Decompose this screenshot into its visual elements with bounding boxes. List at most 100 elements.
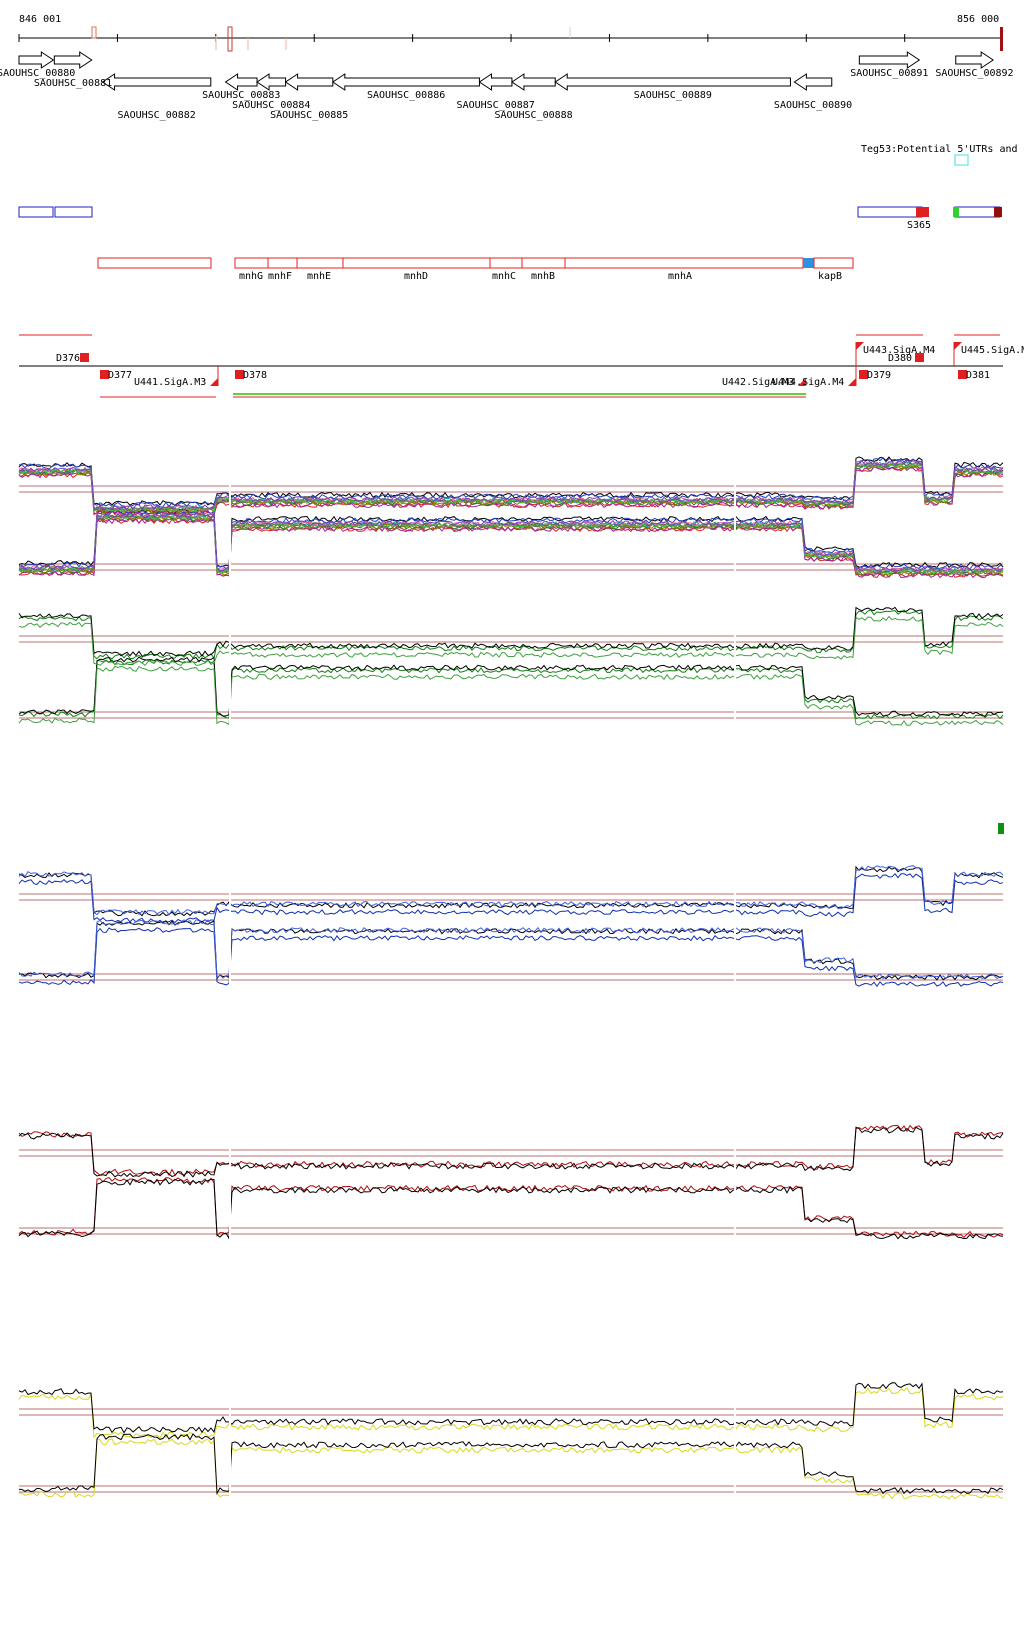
expression-profile (18, 462, 1004, 513)
operon-label: kapB (818, 271, 842, 282)
feature-label-u443: U443.SigA.M4 (863, 345, 935, 356)
gene-arrow[interactable] (224, 73, 258, 91)
gene-label: SAOUHSC_00891 (850, 68, 928, 79)
ruler-start-label: 846 001 (19, 14, 61, 25)
operon-box[interactable] (234, 257, 804, 269)
gene-label: SAOUHSC_00881 (34, 78, 112, 89)
gap-marker (229, 450, 231, 592)
gene-label: SAOUHSC_00887 (457, 100, 535, 111)
ruler-marker (1000, 27, 1003, 51)
expression-profile (18, 1382, 1004, 1434)
feature-label-s365: S365 (907, 220, 931, 231)
gene-arrow[interactable] (858, 51, 921, 69)
feature-label-u444: U444.SigA.M4 (772, 377, 844, 388)
gap-marker (734, 1114, 736, 1256)
gap-marker (229, 858, 231, 1002)
expression-profile (18, 1177, 1004, 1238)
gene-label: SAOUHSC_00886 (367, 90, 445, 101)
gene-arrow[interactable] (478, 73, 513, 91)
expression-profile (18, 665, 1004, 726)
promoter-marker[interactable] (848, 378, 856, 386)
teg53-track: Teg53:Potential 5'UTRs and (861, 144, 1018, 166)
operon-label: mnhC (492, 271, 516, 282)
expression-profile (18, 927, 1004, 988)
gene-arrow[interactable] (18, 51, 55, 69)
gene-arrow[interactable] (793, 73, 833, 91)
feature-label-d381: D381 (966, 370, 990, 381)
gene-arrow[interactable] (554, 73, 791, 91)
feature-label-d379: D379 (867, 370, 891, 381)
blue-feature[interactable] (857, 206, 923, 218)
expression-profile (18, 919, 1004, 980)
expression-panels (18, 450, 1004, 1514)
blue-panel (18, 858, 1004, 1002)
expression-profile (18, 865, 1004, 917)
teg53-feature[interactable] (954, 154, 969, 166)
blue-feature-end (916, 207, 929, 217)
expression-profile (18, 460, 1004, 511)
feature-label-d378: D378 (243, 370, 267, 381)
expression-profile (18, 511, 1004, 573)
operon-label: mnhE (307, 271, 331, 282)
gene-label: SAOUHSC_00880 (0, 68, 75, 79)
gene-label: SAOUHSC_00890 (774, 100, 852, 111)
gene-arrow[interactable] (256, 73, 287, 91)
expression-profile (18, 517, 1004, 579)
gene-arrow[interactable] (511, 73, 556, 91)
feature-label-u445: U445.SigA.M (961, 345, 1024, 356)
gene-label: SAOUHSC_00889 (634, 90, 712, 101)
operon-track: mnhG mnhF mnhE mnhD mnhC mnhB mnhA kapB (97, 257, 854, 282)
operon-box[interactable] (813, 257, 854, 269)
green-panel (18, 600, 1004, 740)
gene-arrow[interactable] (955, 51, 995, 69)
feature-label-d377: D377 (108, 370, 132, 381)
multi-condition-panel (18, 450, 1004, 592)
promoter-marker[interactable] (210, 378, 218, 386)
promoter-marker[interactable] (856, 342, 864, 350)
expression-profile (18, 1438, 1004, 1500)
feature-label-d376: D376 (56, 353, 80, 364)
gap-marker (229, 1373, 231, 1514)
d-feature-marker[interactable] (100, 370, 109, 379)
expression-profile (18, 609, 1004, 660)
operon-box[interactable] (97, 257, 212, 269)
gap-marker (734, 450, 736, 592)
expression-profile (18, 1126, 1004, 1178)
expression-profile (18, 509, 1004, 570)
gap-marker (229, 600, 231, 740)
expression-profile (18, 1387, 1004, 1439)
d-feature-marker[interactable] (859, 370, 868, 379)
gene-arrow[interactable] (331, 73, 480, 91)
feature-label-d380: D380 (888, 353, 912, 364)
blue-feature[interactable] (54, 206, 93, 218)
d-feature-marker[interactable] (80, 353, 89, 362)
red-panel (18, 1114, 1004, 1256)
expression-profile (18, 656, 1004, 717)
operon-label: mnhD (404, 271, 428, 282)
ruler-end-label: 856 000 (957, 14, 999, 25)
gene-arrow[interactable] (284, 73, 334, 91)
blue-feature[interactable] (954, 206, 1001, 218)
expression-profile (18, 865, 1004, 916)
ruler-ticks (18, 34, 906, 42)
gene-arrow[interactable] (53, 51, 93, 69)
promoter-marker[interactable] (954, 342, 962, 350)
d-feature-marker[interactable] (958, 370, 967, 379)
ruler-marker (91, 26, 97, 39)
blue-feature[interactable] (18, 206, 54, 218)
operon-label: mnhF (268, 271, 292, 282)
promoter-marker[interactable] (798, 378, 806, 386)
kapb-start (803, 258, 814, 268)
expression-profile (18, 1178, 1004, 1241)
d-feature-marker[interactable] (915, 353, 924, 362)
d-feature-marker[interactable] (235, 370, 244, 379)
gene-arrow[interactable] (101, 73, 212, 91)
feature-label-u442: U442.SigA.M3 (722, 377, 794, 388)
gene-label: SAOUHSC_00882 (118, 110, 196, 121)
expression-profile (18, 460, 1004, 511)
gap-marker (734, 858, 736, 1002)
expression-profile (18, 606, 1004, 657)
operon-label: mnhB (531, 271, 555, 282)
